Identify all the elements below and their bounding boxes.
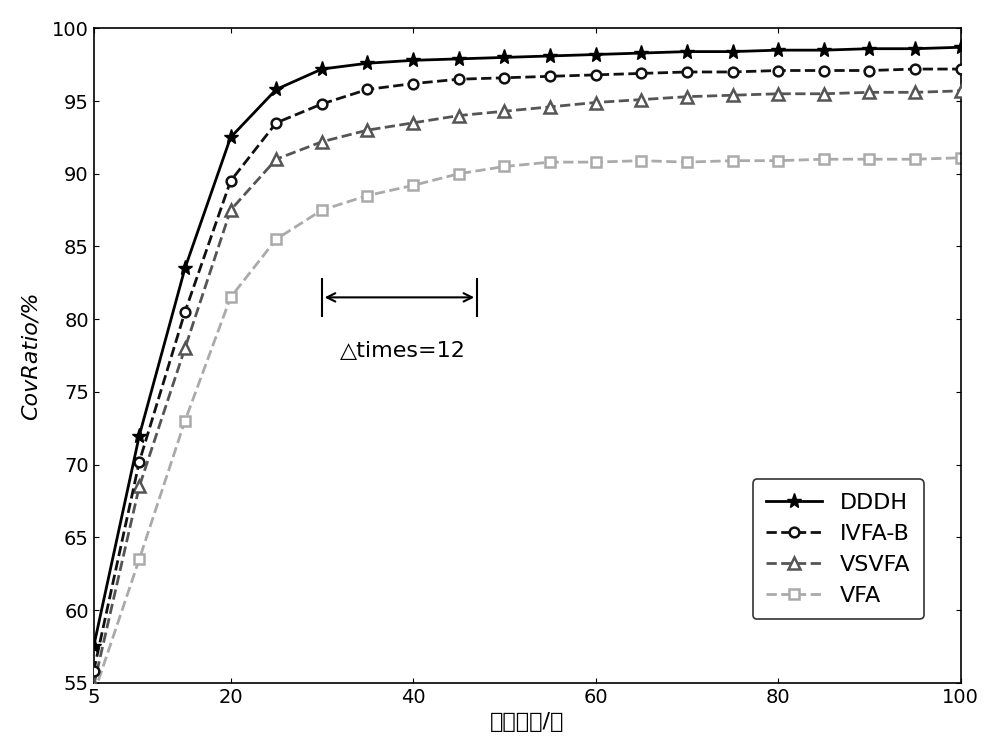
VFA [544,157,556,166]
DDDH [681,47,693,56]
VSVFA [727,90,739,99]
Legend: DDDH, IVFA-B, VSVFA, VFA: DDDH, IVFA-B, VSVFA, VFA [753,480,924,619]
VFA [863,154,875,163]
Line: VSVFA: VSVFA [88,85,966,691]
IVFA-B [361,85,373,94]
DDDH [361,59,373,68]
DDDH [316,65,328,74]
IVFA-B [863,66,875,75]
VFA [909,154,921,163]
Text: △times=12: △times=12 [340,341,466,361]
VFA [727,156,739,165]
DDDH [818,46,830,55]
VFA [270,235,282,244]
VFA [955,154,967,163]
DDDH [453,54,465,63]
VSVFA [863,88,875,97]
VSVFA [316,137,328,146]
VSVFA [453,111,465,120]
VSVFA [544,102,556,111]
IVFA-B [909,65,921,74]
VSVFA [681,92,693,101]
VFA [818,154,830,163]
Line: VFA: VFA [89,153,966,700]
VSVFA [590,98,602,107]
DDDH [88,642,100,651]
IVFA-B [772,66,784,75]
DDDH [635,48,647,57]
VSVFA [498,107,510,116]
X-axis label: 迭代次数/次: 迭代次数/次 [490,712,564,732]
VFA [772,156,784,165]
VFA [681,157,693,166]
VFA [407,181,419,190]
VFA [316,206,328,215]
IVFA-B [179,307,191,316]
IVFA-B [727,68,739,77]
VSVFA [772,90,784,99]
IVFA-B [453,75,465,84]
VSVFA [909,88,921,97]
VFA [88,690,100,699]
IVFA-B [316,99,328,108]
DDDH [909,44,921,53]
IVFA-B [681,68,693,77]
VSVFA [818,90,830,99]
IVFA-B [133,457,145,466]
DDDH [955,43,967,52]
VSVFA [88,681,100,691]
Line: DDDH: DDDH [86,40,968,654]
DDDH [498,53,510,62]
VFA [498,162,510,171]
VSVFA [635,95,647,104]
DDDH [544,51,556,60]
DDDH [863,44,875,53]
IVFA-B [955,65,967,74]
VSVFA [955,87,967,96]
DDDH [179,264,191,273]
VSVFA [361,126,373,135]
IVFA-B [635,69,647,78]
DDDH [772,46,784,55]
VSVFA [270,154,282,163]
IVFA-B [544,72,556,81]
VSVFA [225,206,237,215]
IVFA-B [225,176,237,185]
VFA [453,169,465,178]
VSVFA [133,482,145,491]
IVFA-B [818,66,830,75]
IVFA-B [88,666,100,675]
VFA [361,191,373,200]
IVFA-B [270,118,282,127]
DDDH [133,431,145,440]
VSVFA [407,118,419,127]
DDDH [727,47,739,56]
Y-axis label: CovRatio/%: CovRatio/% [21,291,41,419]
Line: IVFA-B: IVFA-B [89,64,966,676]
DDDH [590,50,602,59]
IVFA-B [590,70,602,79]
VSVFA [179,344,191,353]
VFA [225,293,237,302]
DDDH [225,133,237,142]
VFA [635,156,647,165]
IVFA-B [407,79,419,88]
DDDH [407,56,419,65]
VFA [179,416,191,425]
VFA [590,157,602,166]
VFA [133,555,145,564]
IVFA-B [498,73,510,82]
DDDH [270,85,282,94]
